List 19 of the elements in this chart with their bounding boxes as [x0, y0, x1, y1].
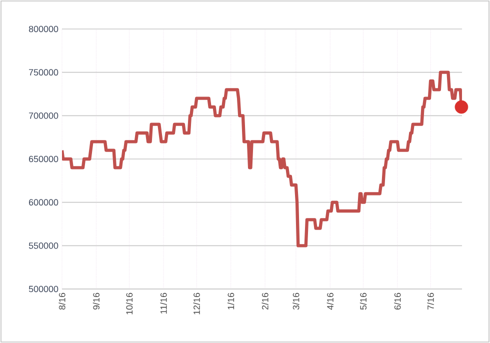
x-tick-label: 7/16: [427, 292, 434, 310]
y-tick-label: 750000: [29, 69, 58, 76]
x-tick-label: 10/16: [126, 292, 133, 314]
x-tick-label: 11/16: [160, 292, 167, 314]
y-tick-label: 600000: [29, 199, 58, 206]
y-tick-label: 500000: [28, 286, 58, 292]
x-tick-label: 3/16: [292, 292, 300, 310]
x-tick-label: 2/16: [262, 292, 268, 310]
y-tick-label: 700000: [29, 112, 58, 119]
x-tick-label: 9/16: [92, 292, 100, 310]
x-tick-label: 12/16: [193, 292, 200, 314]
x-tick-label: 1/16: [228, 292, 234, 310]
x-tick-label: 8/16: [58, 292, 66, 310]
y-tick-label: 650000: [29, 156, 58, 162]
y-tick-label: 800000: [28, 26, 58, 32]
x-tick-label: 6/16: [394, 292, 401, 310]
x-tick-label: 5/16: [360, 292, 367, 310]
x-tick-label: 4/16: [326, 292, 334, 310]
y-tick-label: 550000: [28, 242, 58, 249]
